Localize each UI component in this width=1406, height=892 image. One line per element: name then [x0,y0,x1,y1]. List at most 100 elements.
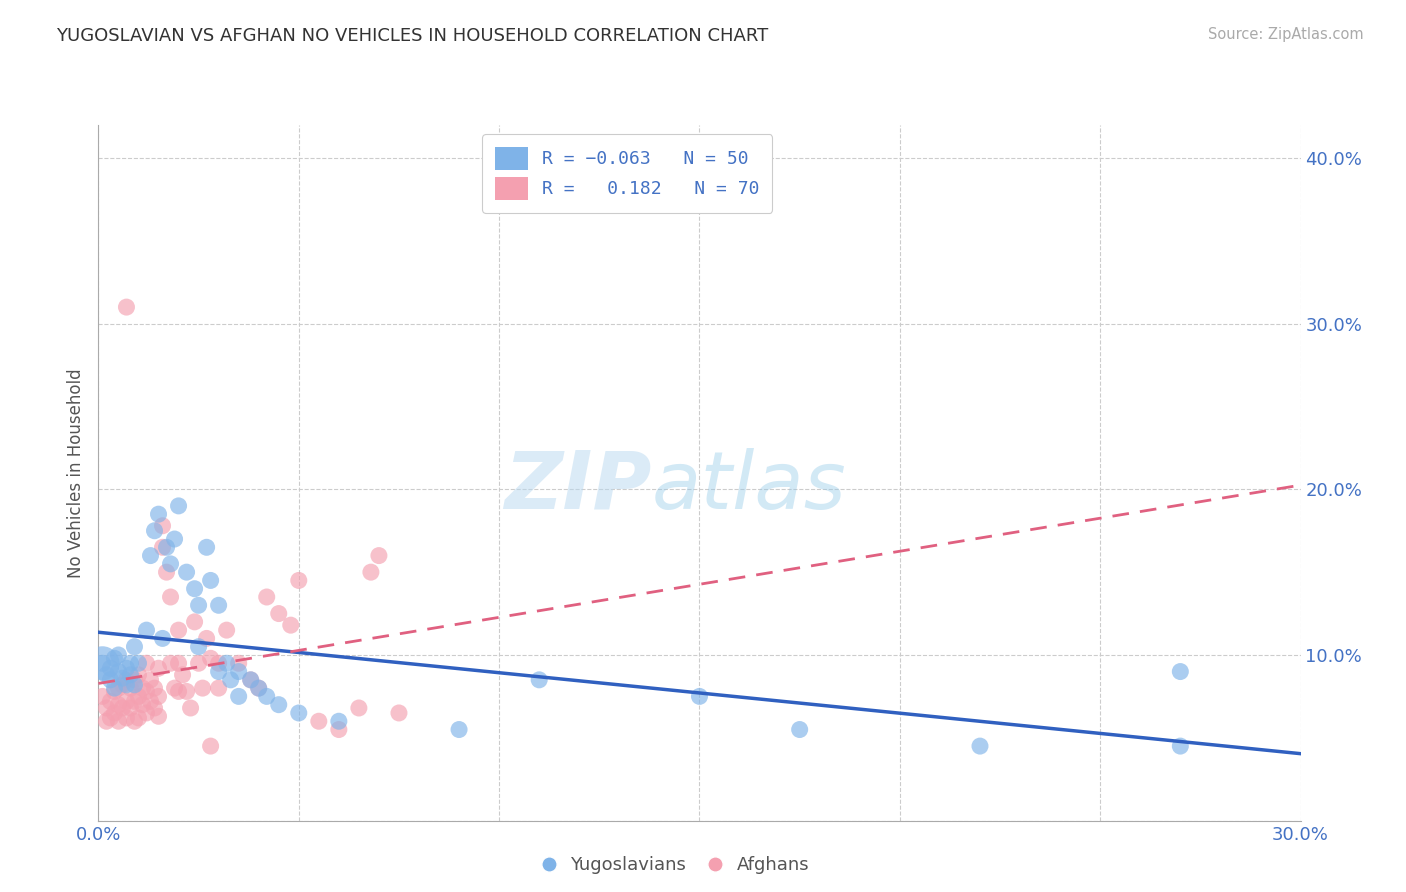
Point [529,673,551,687]
Point [228,665,250,679]
Y-axis label: No Vehicles in Household: No Vehicles in Household [66,368,84,578]
Point [167,623,190,637]
Point [124,640,146,654]
Point [148,507,170,521]
Point [388,706,411,720]
Point [183,615,205,629]
Point [152,632,174,646]
Point [176,684,198,698]
Point [148,690,170,704]
Text: Source: ZipAtlas.com: Source: ZipAtlas.com [1208,27,1364,42]
Point [183,582,205,596]
Point [115,661,138,675]
Point [228,690,250,704]
Point [96,701,118,715]
Point [172,668,194,682]
Point [195,541,218,555]
Point [91,690,114,704]
Point [148,661,170,675]
Point [267,607,290,621]
Point [288,574,311,588]
Point [208,657,231,671]
Point [176,565,198,579]
Point [124,694,146,708]
Point [1170,665,1192,679]
Point [308,714,330,729]
Point [115,678,138,692]
Point [155,541,177,555]
Point [159,557,181,571]
Point [128,690,150,704]
Point [131,698,153,712]
Point [347,701,370,715]
Point [128,711,150,725]
Point [115,673,138,687]
Legend: Yugoslavians, Afghans: Yugoslavians, Afghans [534,849,817,881]
Point [120,701,142,715]
Point [360,565,382,579]
Text: ZIP: ZIP [503,448,651,525]
Point [219,673,242,687]
Point [96,668,118,682]
Point [191,681,214,695]
Point [208,599,231,613]
Point [256,690,278,704]
Point [91,657,114,671]
Point [120,657,142,671]
Point [239,673,262,687]
Point [280,618,302,632]
Point [111,671,134,685]
Point [107,665,129,679]
Point [96,714,118,729]
Point [139,694,162,708]
Point [328,714,350,729]
Point [167,499,190,513]
Point [107,714,129,729]
Point [115,694,138,708]
Point [328,723,350,737]
Point [789,723,811,737]
Point [124,678,146,692]
Point [139,549,162,563]
Point [239,673,262,687]
Point [159,657,181,671]
Point [135,623,157,637]
Point [447,723,470,737]
Point [148,709,170,723]
Point [107,681,129,695]
Point [124,714,146,729]
Point [135,684,157,698]
Point [167,657,190,671]
Point [111,678,134,692]
Point [247,681,270,695]
Point [143,524,166,538]
Point [135,657,157,671]
Text: YUGOSLAVIAN VS AFGHAN NO VEHICLES IN HOUSEHOLD CORRELATION CHART: YUGOSLAVIAN VS AFGHAN NO VEHICLES IN HOU… [56,27,769,45]
Point [128,668,150,682]
Point [100,673,122,687]
Point [115,300,138,314]
Point [180,701,202,715]
Point [100,661,122,675]
Point [200,739,222,753]
Point [200,574,222,588]
Point [215,623,238,637]
Point [167,684,190,698]
Point [688,690,710,704]
Point [208,681,231,695]
Point [103,681,125,695]
Point [163,681,186,695]
Point [103,706,125,720]
Point [111,701,134,715]
Point [195,632,218,646]
Point [368,549,391,563]
Point [152,541,174,555]
Point [143,701,166,715]
Point [969,739,991,753]
Point [215,657,238,671]
Point [103,684,125,698]
Point [107,698,129,712]
Point [115,711,138,725]
Point [143,681,166,695]
Point [135,706,157,720]
